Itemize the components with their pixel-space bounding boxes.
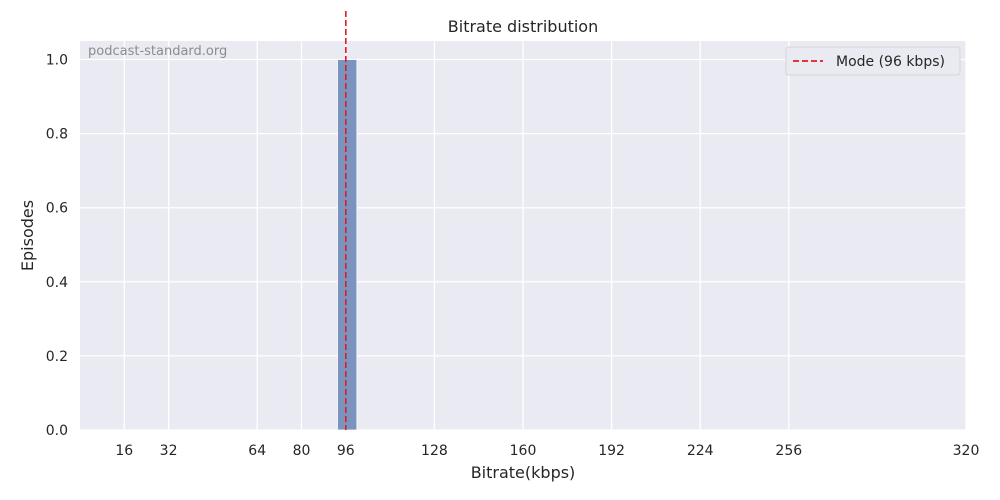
legend: Mode (96 kbps) bbox=[785, 46, 961, 76]
y-tick-label: 0.4 bbox=[46, 275, 68, 291]
y-tick-label: 1.0 bbox=[46, 53, 68, 69]
y-axis-label: Episodes bbox=[18, 200, 37, 271]
y-tick-label: 0.0 bbox=[46, 423, 68, 439]
grid bbox=[80, 41, 967, 431]
x-tick-label: 192 bbox=[598, 443, 625, 459]
x-tick-label: 160 bbox=[510, 443, 537, 459]
x-tick-label: 320 bbox=[953, 443, 980, 459]
x-tick-label: 128 bbox=[421, 443, 448, 459]
x-axis-label: Bitrate(kbps) bbox=[471, 463, 576, 482]
x-tick-label: 80 bbox=[293, 443, 311, 459]
histogram-bar bbox=[337, 59, 358, 431]
x-tick-label: 256 bbox=[775, 443, 802, 459]
y-tick-label: 0.6 bbox=[46, 201, 68, 217]
chart-title: Bitrate distribution bbox=[448, 17, 598, 36]
x-tick-label: 96 bbox=[337, 443, 355, 459]
watermark-text: podcast-standard.org bbox=[88, 44, 227, 59]
x-tick-label: 32 bbox=[160, 443, 178, 459]
tick-labels: 16 32 64 80 96 128 160 192 224 256 320 0.0 0.2 0.4 0.6… bbox=[46, 53, 980, 459]
y-tick-label: 0.8 bbox=[46, 127, 68, 143]
y-tick-label: 0.2 bbox=[46, 349, 68, 365]
legend-entry-mode: Mode (96 kbps) bbox=[836, 54, 945, 70]
x-tick-label: 224 bbox=[687, 443, 714, 459]
legend-box bbox=[785, 46, 961, 76]
x-tick-label: 64 bbox=[248, 443, 266, 459]
bars bbox=[337, 59, 358, 431]
x-tick-label: 16 bbox=[115, 443, 133, 459]
